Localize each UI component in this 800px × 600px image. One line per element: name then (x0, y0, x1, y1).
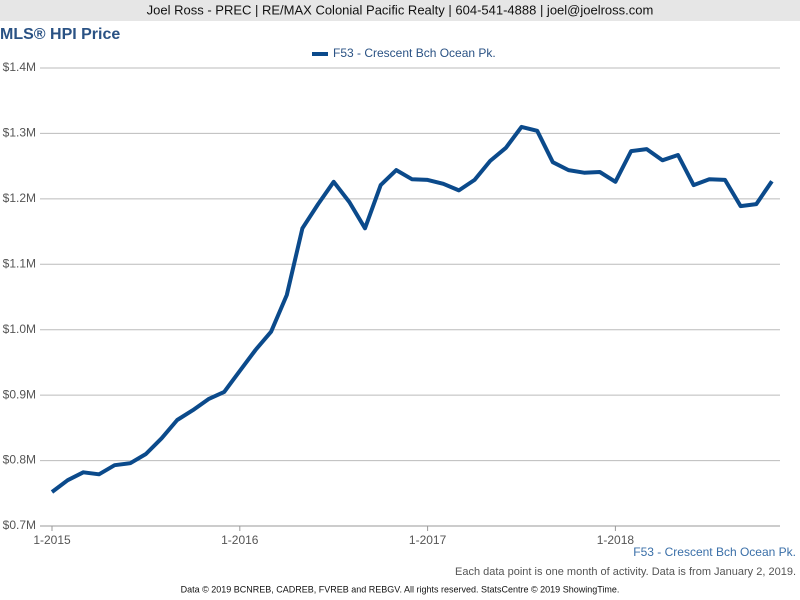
y-tick-label: $1.0M (3, 322, 36, 336)
y-tick-label: $1.4M (3, 60, 36, 74)
chart-title: MLS® HPI Price (0, 26, 120, 43)
x-tick-label: 1-2015 (33, 533, 71, 547)
y-tick-label: $1.2M (3, 191, 36, 205)
header-bar (0, 0, 800, 21)
x-tick-label: 1-2016 (221, 533, 259, 547)
y-tick-label: $0.8M (3, 453, 36, 467)
line (50, 124, 774, 494)
header: Joel Ross - PREC | RE/MAX Colonial Pacif… (147, 2, 654, 17)
y-tick-label: $1.1M (3, 256, 36, 270)
x-tick-label: 1-2018 (597, 533, 635, 547)
footer: Data © 2019 BCNREB, CADREB, FVREB and RE… (181, 584, 620, 594)
y-tick-label: $0.7M (3, 518, 36, 532)
x-tick-label: 1-2017 (409, 533, 447, 547)
y-tick-label: $1.3M (3, 126, 36, 140)
y-tick-label: $0.9M (3, 387, 36, 401)
note: Each data point is one month of activity… (455, 566, 796, 578)
legend-label: F53 - Crescent Bch Ocean Pk. (333, 46, 496, 60)
series-caption: F53 - Crescent Bch Ocean Pk. (633, 545, 796, 559)
